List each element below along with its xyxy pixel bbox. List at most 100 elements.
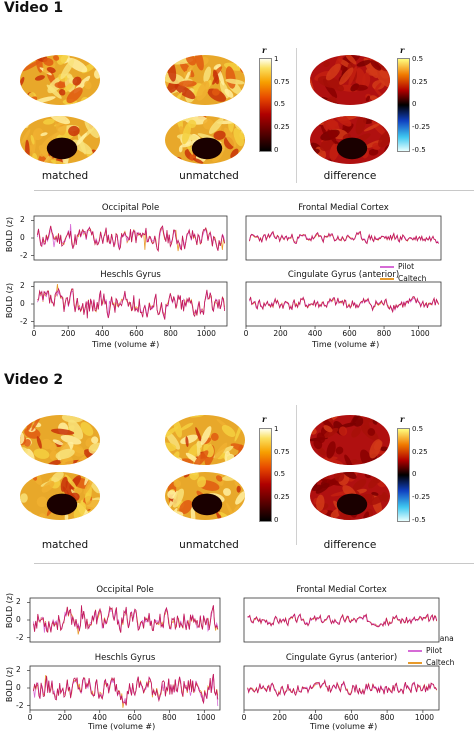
timeseries-plot <box>243 665 440 713</box>
y-tick-label: 0 <box>16 615 21 624</box>
video1-cb-div-tick-025: 0.25 <box>412 78 428 86</box>
x-tick-label: 400 <box>95 329 110 338</box>
legend-label-pilot: Pilot <box>426 646 443 655</box>
series-line-indiana <box>247 678 438 698</box>
brain-matched-medial <box>20 472 100 520</box>
video1-section-divider <box>34 190 474 191</box>
x-tick-label: 800 <box>376 329 392 338</box>
x-tick-label: 200 <box>57 713 73 722</box>
video2-cb-seq-tick-025: 0.25 <box>274 493 290 501</box>
x-tick-label: 600 <box>342 329 357 338</box>
x-tick-label: 1000 <box>196 713 216 722</box>
x-tick-label: 200 <box>60 329 76 338</box>
plot-title: Cingulate Gyrus (anterior) <box>285 653 398 663</box>
y-tick-label: -2 <box>20 316 28 326</box>
legend-swatch <box>380 278 394 280</box>
video2-cb-div-tick-05: 0.5 <box>412 425 424 433</box>
x-tick-label: 800 <box>163 329 178 338</box>
video2-cb-div-tick-m025: -0.25 <box>412 493 431 501</box>
legend-label-caltech: Caltech <box>426 658 455 667</box>
video1-colorbar-div <box>397 58 410 152</box>
x-tick-label: 0 <box>27 713 33 722</box>
legend-label-indiana: Indiana <box>426 634 454 643</box>
timeseries-plot <box>31 215 228 261</box>
series-line-indiana <box>33 605 219 633</box>
legend-item: Pilot <box>380 261 426 273</box>
video1-colorbar-seq-r: r <box>262 45 267 55</box>
x-tick-label: 0 <box>241 713 247 722</box>
x-tick-label: 0 <box>243 329 249 338</box>
x-tick-label: 200 <box>272 713 287 722</box>
video1-brain-maps <box>20 55 390 164</box>
video1-xlabel-right: Time (volume #) <box>312 340 380 349</box>
legend-label-pilot: Pilot <box>398 262 415 271</box>
video1-label-difference: difference <box>323 170 377 182</box>
video1-colorbar-seq <box>259 58 272 152</box>
y-tick-label: 0 <box>20 299 25 308</box>
video1-cb-div-tick-m025: -0.25 <box>412 123 431 131</box>
video1-label-matched: matched <box>41 170 89 182</box>
video2-ylabel-top: BOLD (z) <box>5 592 15 629</box>
video1-panel-divider <box>296 48 297 183</box>
video2-panel-divider <box>296 405 297 545</box>
x-tick-label: 600 <box>127 713 142 722</box>
brain-unmatched-lateral <box>165 55 245 105</box>
y-tick-label: 0 <box>16 683 21 692</box>
timeseries-plot <box>245 215 442 261</box>
plot-title: Occipital Pole <box>96 585 154 595</box>
brain-difference-lateral <box>310 55 390 105</box>
plot-title: Frontal Medial Cortex <box>296 585 387 595</box>
x-tick-label: 600 <box>129 329 144 338</box>
plot-frame <box>29 597 221 643</box>
legend-label-caltech: Caltech <box>398 274 427 283</box>
x-tick-label: 800 <box>162 713 177 722</box>
video2-cb-div-tick-025: 0.25 <box>412 448 428 456</box>
video2-xlabel-right: Time (volume #) <box>310 722 378 731</box>
video2-colorbar-div <box>397 428 410 522</box>
y-tick-label: 2 <box>16 665 21 675</box>
video2-colorbar-seq <box>259 428 272 522</box>
y-tick-label: 2 <box>20 215 25 225</box>
timeseries-plot <box>243 597 440 643</box>
plot-title: Heschls Gyrus <box>94 653 156 663</box>
video1-xlabel-left: Time (volume #) <box>92 340 160 349</box>
video1-cb-seq-tick-05: 0.5 <box>274 100 286 108</box>
plot-title: Occipital Pole <box>101 203 160 213</box>
x-tick-label: 0 <box>31 329 37 338</box>
video1-cb-seq-tick-1: 1 <box>274 55 279 63</box>
video2-title: Video 2 <box>4 372 64 388</box>
video2-label-matched: matched <box>41 539 89 551</box>
y-tick-label: 2 <box>16 597 21 607</box>
video1-ylabel-bottom: BOLD (z) <box>5 282 15 319</box>
series-line-indiana <box>37 225 225 253</box>
x-tick-label: 800 <box>379 713 395 722</box>
x-tick-label: 600 <box>344 713 359 722</box>
video2-cb-seq-tick-1: 1 <box>274 425 279 433</box>
video1-cb-seq-tick-025: 0.25 <box>274 123 290 131</box>
video2-ylabel-bottom: BOLD (z) <box>5 666 15 703</box>
video1-colorbar-div-r: r <box>400 45 405 55</box>
video2-cb-seq-tick-05: 0.5 <box>274 470 286 478</box>
video2-label-unmatched: unmatched <box>179 539 239 551</box>
plot-frame <box>243 597 440 643</box>
series-line-indiana <box>249 296 439 314</box>
video2-cb-seq-tick-075: 0.75 <box>274 448 290 456</box>
brain-difference-lateral <box>310 415 390 465</box>
brain-matched-lateral <box>20 415 100 465</box>
y-tick-label: -2 <box>16 632 24 642</box>
video2-xlabel-left: Time (volume #) <box>88 722 156 731</box>
brain-difference-medial <box>310 116 390 164</box>
video1-label-unmatched: unmatched <box>179 170 239 182</box>
x-tick-label: 400 <box>308 713 323 722</box>
x-tick-label: 400 <box>307 329 323 338</box>
timeseries-plot <box>31 281 228 329</box>
series-line-indiana <box>247 613 438 628</box>
y-tick-label: -2 <box>20 250 28 260</box>
brain-unmatched-lateral <box>165 415 245 465</box>
legend-item: Caltech <box>408 657 454 669</box>
legend-swatch <box>380 266 394 268</box>
video2-cb-div-tick-0: 0 <box>412 470 417 478</box>
video1-title: Video 1 <box>4 0 64 16</box>
video1-cb-div-tick-05: 0.5 <box>412 55 424 63</box>
brain-difference-medial <box>310 472 390 520</box>
